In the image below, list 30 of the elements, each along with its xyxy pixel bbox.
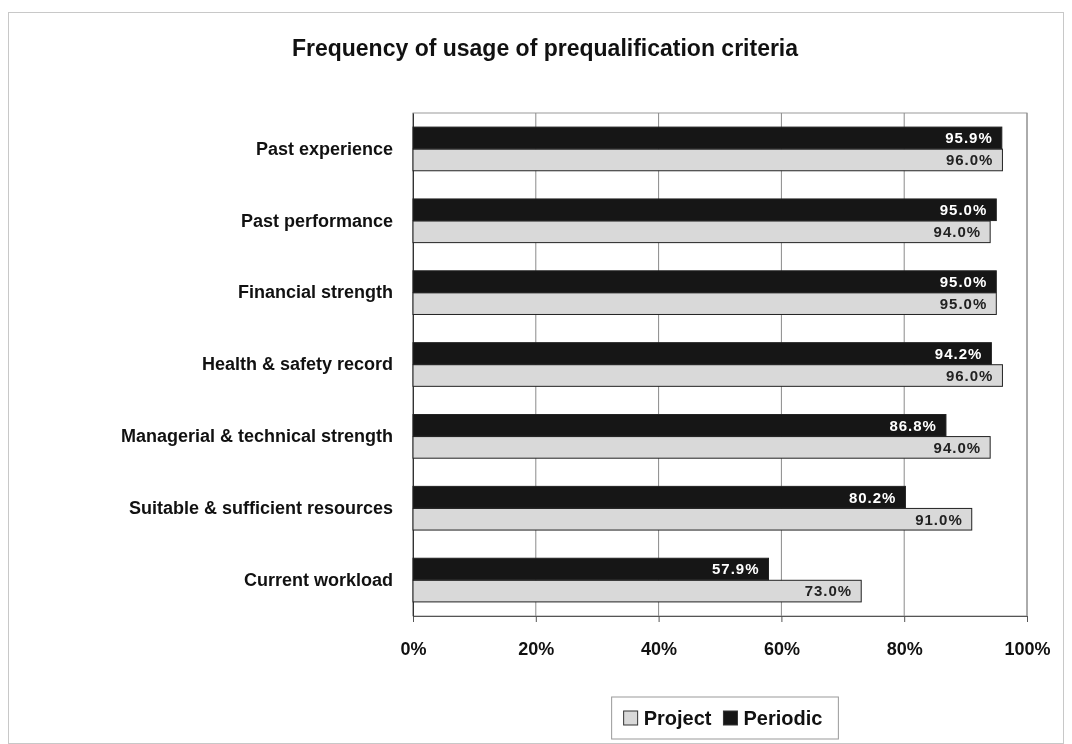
y-tick-label: Suitable & sufficient resources bbox=[128, 497, 393, 518]
data-label: 91.0% bbox=[915, 510, 963, 528]
y-tick-label: Financial strength bbox=[237, 282, 393, 303]
x-tick-label: 20% bbox=[518, 638, 555, 659]
x-tick-label: 0% bbox=[400, 638, 427, 659]
data-label: 95.9% bbox=[945, 129, 993, 147]
data-label: 95.0% bbox=[939, 201, 988, 219]
y-tick-label: Current workload bbox=[243, 569, 393, 590]
data-label: 57.9% bbox=[711, 560, 760, 578]
data-label: 94.2% bbox=[934, 344, 983, 362]
data-label: 96.0% bbox=[945, 366, 994, 384]
data-label: 80.2% bbox=[848, 488, 897, 506]
data-label: 96.0% bbox=[945, 151, 994, 169]
y-tick-label: Past experience bbox=[255, 138, 393, 159]
x-tick-label: 80% bbox=[886, 638, 923, 659]
y-tick-label: Managerial & technical strength bbox=[120, 426, 393, 447]
legend-label: Periodic bbox=[743, 707, 823, 729]
data-label: 73.0% bbox=[804, 582, 853, 600]
data-label: 95.0% bbox=[939, 273, 988, 291]
legend-label: Project bbox=[643, 707, 712, 729]
data-label: 95.0% bbox=[939, 295, 988, 313]
data-label: 86.8% bbox=[889, 416, 937, 434]
x-tick-label: 40% bbox=[641, 638, 678, 659]
x-tick-label: 100% bbox=[1004, 638, 1051, 659]
y-tick-label: Health & safety record bbox=[201, 354, 393, 375]
data-label: 94.0% bbox=[933, 438, 982, 456]
x-tick-label: 60% bbox=[763, 638, 800, 659]
data-label: 94.0% bbox=[933, 223, 982, 241]
chart-title: Frequency of usage of prequalification criteria bbox=[291, 35, 799, 61]
y-tick-label: Past performance bbox=[240, 210, 393, 231]
